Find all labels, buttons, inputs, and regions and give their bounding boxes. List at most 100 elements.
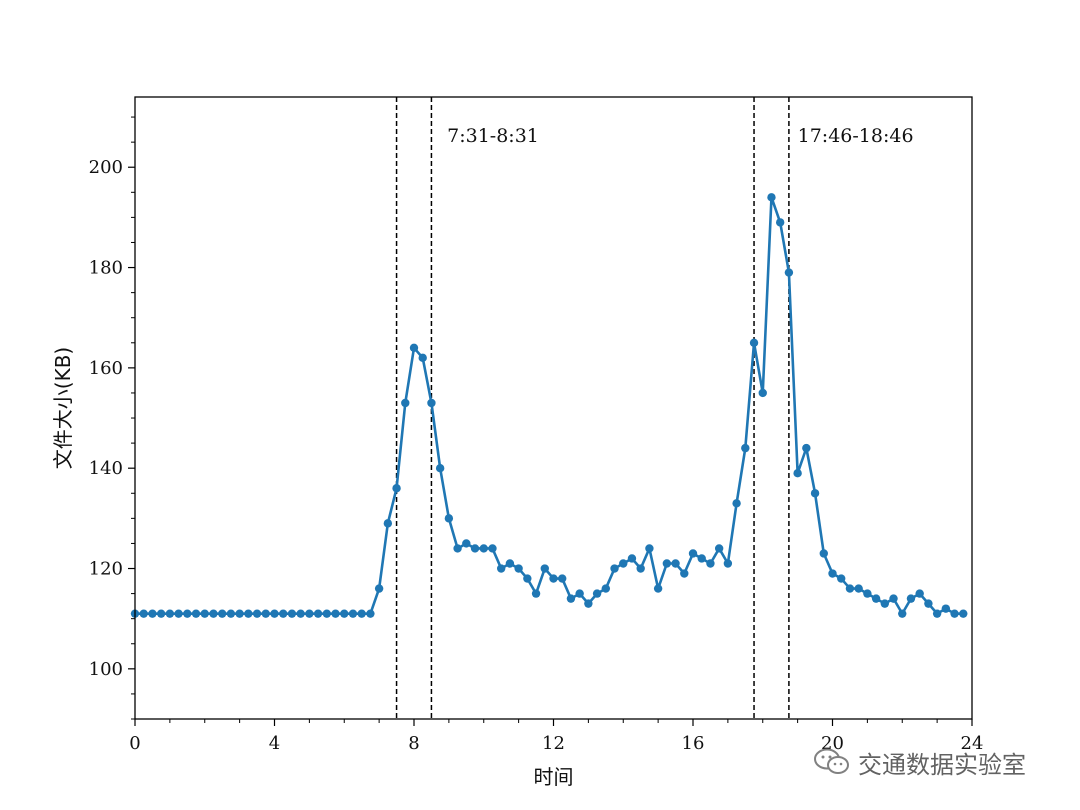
data-point — [453, 544, 462, 553]
data-point — [540, 564, 549, 573]
data-point — [645, 544, 654, 553]
data-point — [610, 564, 619, 573]
wechat-icon — [814, 748, 849, 774]
data-point — [366, 609, 375, 618]
data-point — [688, 549, 698, 558]
text-layer: 0 4 8 12 16 20 24100120140160180200时间文件大小(KB)7… — [51, 125, 983, 789]
data-point — [932, 609, 942, 618]
data-point — [331, 609, 340, 618]
data-point — [767, 193, 776, 202]
data-point — [906, 594, 916, 603]
data-point — [383, 519, 393, 528]
data-point — [871, 594, 881, 603]
data-point — [802, 443, 811, 453]
data-point — [305, 609, 314, 618]
data-point — [348, 609, 358, 618]
data-point — [959, 609, 968, 618]
data-point — [296, 609, 305, 618]
data-point — [915, 589, 924, 598]
data-point — [619, 559, 628, 568]
data-point — [374, 584, 384, 593]
x-tick-label: 0 — [129, 733, 140, 754]
data-point — [357, 609, 366, 618]
data-point — [148, 609, 157, 618]
data-point — [584, 599, 593, 608]
data-point — [226, 609, 236, 618]
data-point — [723, 559, 733, 568]
data-point — [558, 574, 567, 583]
data-point — [514, 564, 523, 573]
data-point — [819, 549, 828, 558]
data-point — [592, 589, 602, 598]
data-point — [566, 594, 576, 603]
data-point — [653, 584, 663, 593]
data-point — [270, 609, 279, 618]
data-point — [549, 574, 558, 583]
y-axis-title: 文件大小(KB) — [51, 347, 75, 469]
series-line — [135, 196, 964, 615]
data-point — [758, 388, 767, 398]
data-point — [261, 609, 270, 618]
data-point — [496, 564, 506, 573]
data-point — [531, 589, 541, 598]
data-point — [845, 584, 855, 593]
data-point — [235, 609, 244, 618]
time-window-annotation: 7:31-8:31 — [447, 125, 539, 147]
y-tick-label: 120 — [89, 559, 123, 580]
data-point — [793, 469, 802, 478]
data-point — [706, 559, 715, 568]
data-point — [523, 574, 532, 583]
data-point — [462, 539, 471, 548]
x-tick-label: 8 — [408, 733, 419, 754]
data-point — [322, 609, 332, 618]
vline-layer — [395, 97, 790, 719]
data-point — [279, 609, 288, 618]
data-point — [575, 589, 584, 598]
data-point — [854, 584, 863, 593]
data-point — [174, 609, 183, 618]
data-point — [732, 499, 741, 508]
watermark-text: 交通数据实验室 — [858, 750, 1026, 779]
time-window-annotation: 17:46-18:46 — [798, 125, 914, 147]
data-point — [671, 559, 680, 568]
data-point — [505, 559, 515, 568]
data-point — [749, 338, 759, 347]
data-point — [427, 398, 436, 408]
data-point — [601, 584, 611, 593]
data-point — [156, 609, 166, 618]
data-point — [950, 609, 959, 618]
plot-frame — [134, 96, 973, 720]
data-point — [200, 609, 209, 618]
data-point — [775, 218, 785, 227]
data-point — [418, 353, 427, 363]
x-tick-label: 12 — [542, 733, 565, 754]
x-tick-label: 24 — [961, 733, 984, 754]
data-point — [217, 609, 227, 618]
data-point — [340, 609, 349, 618]
data-point — [287, 609, 297, 618]
data-point — [401, 398, 410, 408]
y-tick-label: 140 — [89, 458, 123, 479]
data-point — [714, 544, 724, 553]
data-point — [488, 544, 497, 553]
data-point — [662, 559, 672, 568]
data-point — [627, 554, 637, 563]
data-point — [409, 343, 419, 353]
y-tick-label: 160 — [89, 358, 123, 379]
x-tick-label: 4 — [269, 733, 280, 754]
y-tick-label: 100 — [89, 659, 123, 680]
data-point — [392, 484, 401, 493]
y-tick-label: 180 — [89, 258, 123, 279]
data-point — [183, 609, 192, 618]
data-point — [741, 443, 750, 453]
tick-layer — [128, 116, 973, 726]
data-point — [139, 609, 148, 618]
watermark: 交通数据实验室 — [812, 744, 1026, 780]
data-point — [697, 554, 706, 563]
data-point — [828, 569, 837, 578]
data-point — [784, 268, 794, 277]
data-point — [244, 609, 253, 618]
data-point — [191, 609, 201, 618]
data-point — [165, 609, 175, 618]
